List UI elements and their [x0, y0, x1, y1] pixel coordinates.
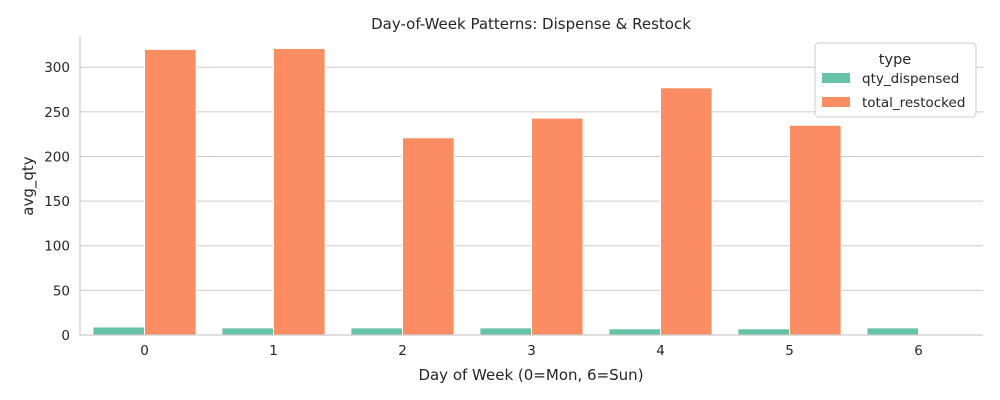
legend-label-total-restocked: total_restocked — [862, 95, 965, 111]
y-tick-label-200: 200 — [44, 149, 70, 165]
y-tick-label-100: 100 — [44, 239, 70, 255]
bar-qty-dispensed-6 — [866, 327, 920, 336]
legend: type qty_dispensed total_restocked — [814, 42, 977, 118]
y-axis-label: avg_qty — [19, 156, 38, 215]
x-tick-labels: 0 1 2 3 4 5 6 — [140, 343, 923, 359]
bar-total-restocked-2 — [402, 137, 455, 336]
x-tick-label-5: 5 — [785, 343, 794, 359]
bars — [92, 47, 920, 336]
y-tick-label-250: 250 — [44, 105, 70, 121]
bar-qty-dispensed-4 — [608, 328, 662, 336]
bar-qty-dispensed-1 — [221, 327, 274, 336]
x-tick-label-0: 0 — [140, 343, 149, 359]
x-tick-label-4: 4 — [656, 343, 665, 359]
bar-total-restocked-0 — [144, 48, 197, 336]
legend-title: type — [879, 52, 911, 68]
y-tick-label-0: 0 — [61, 328, 70, 344]
bar-qty-dispensed-3 — [479, 327, 532, 336]
axes-frame — [79, 36, 983, 336]
y-tick-label-150: 150 — [44, 194, 70, 210]
x-tick-label-2: 2 — [398, 343, 407, 359]
bar-qty-dispensed-0 — [92, 326, 145, 336]
x-tick-label-6: 6 — [914, 343, 923, 359]
y-tick-label-50: 50 — [53, 283, 70, 299]
bar-qty-dispensed-2 — [350, 327, 403, 336]
bar-total-restocked-4 — [660, 87, 713, 336]
legend-swatch-qty-dispensed — [822, 73, 850, 83]
bar-total-restocked-3 — [531, 117, 584, 336]
bar-qty-dispensed-5 — [737, 328, 791, 336]
bar-total-restocked-5 — [789, 124, 842, 336]
legend-label-qty-dispensed: qty_dispensed — [862, 71, 959, 87]
x-axis-label: Day of Week (0=Mon, 6=Sun) — [418, 366, 643, 384]
y-tick-label-300: 300 — [44, 60, 70, 76]
x-tick-label-3: 3 — [527, 343, 536, 359]
bar-total-restocked-1 — [273, 47, 326, 336]
legend-box — [814, 42, 977, 118]
x-tick-label-1: 1 — [269, 343, 278, 359]
legend-swatch-total-restocked — [822, 97, 850, 107]
y-tick-labels: 0 50 100 150 200 250 300 — [44, 60, 70, 344]
chart-title: Day-of-Week Patterns: Dispense & Restock — [371, 15, 691, 33]
